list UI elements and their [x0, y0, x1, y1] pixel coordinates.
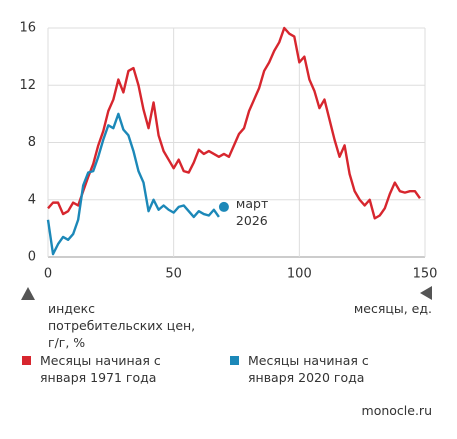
series-line	[46, 112, 220, 256]
legend-swatch	[230, 356, 239, 365]
y-tick-label: 16	[19, 21, 36, 36]
x-axis-label: месяцы, ед.	[353, 301, 432, 316]
y-tick-label: 4	[28, 192, 36, 207]
y-tick-label: 8	[28, 135, 36, 150]
legend-swatch	[22, 356, 31, 365]
x-tick-label: 150	[413, 267, 438, 282]
series-line	[47, 26, 421, 220]
y-tick-label: 12	[19, 78, 36, 93]
legend-entry: Месяцы начиная с января 1971 года	[40, 353, 161, 385]
source: monocle.ru	[361, 403, 432, 418]
y-tick-label: 0	[28, 250, 36, 265]
x-tick-label: 50	[165, 267, 182, 282]
annotation-marker	[218, 201, 229, 212]
x-tick-label: 0	[44, 267, 52, 282]
y-axis-arrow	[21, 287, 35, 300]
x-tick-label: 100	[287, 267, 312, 282]
y-axis-label: индекс потребительских цен, г/г, %	[48, 301, 196, 350]
annotation: март 2026	[235, 195, 269, 228]
x-axis-arrow	[420, 286, 432, 300]
legend-entry: Месяцы начиная с января 2020 года	[248, 353, 369, 385]
